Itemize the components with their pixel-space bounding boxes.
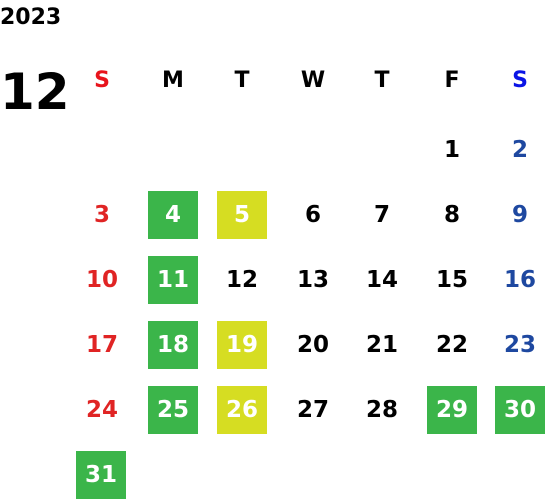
- day-cell: 13: [296, 267, 329, 293]
- month: 12: [0, 63, 70, 121]
- day-cell: 14: [365, 267, 398, 293]
- year: 2023: [0, 4, 62, 30]
- day-cell: 28: [365, 397, 398, 423]
- day-cell: 18: [148, 321, 198, 369]
- day-cell: 23: [503, 332, 536, 358]
- day-cell: 4: [148, 191, 198, 239]
- day-cell: 30: [495, 386, 545, 434]
- day-cell: 3: [93, 202, 110, 228]
- day-cell: 19: [217, 321, 267, 369]
- day-cell: 16: [503, 267, 536, 293]
- weekday-header: F: [444, 67, 460, 93]
- weekday-header: W: [300, 67, 326, 93]
- day-cell: 26: [217, 386, 267, 434]
- weekday-header: T: [374, 67, 390, 93]
- day-cell: 8: [443, 202, 460, 228]
- day-cell: 22: [435, 332, 468, 358]
- day-cell: 21: [365, 332, 398, 358]
- weekday-header: S: [94, 67, 110, 93]
- day-cell: 10: [85, 267, 118, 293]
- day-cell: 27: [296, 397, 329, 423]
- day-cell: 11: [148, 256, 198, 304]
- weekday-header: M: [162, 67, 184, 93]
- day-cell: 20: [296, 332, 329, 358]
- day-cell: 5: [217, 191, 267, 239]
- day-cell: 15: [435, 267, 468, 293]
- weekday-header: T: [234, 67, 250, 93]
- day-cell: 2: [511, 137, 528, 163]
- day-cell: 24: [85, 397, 118, 423]
- day-cell: 7: [373, 202, 390, 228]
- day-cell: 25: [148, 386, 198, 434]
- day-cell: 6: [304, 202, 321, 228]
- day-cell: 31: [76, 451, 126, 499]
- day-cell: 12: [225, 267, 258, 293]
- weekday-header: S: [512, 67, 528, 93]
- day-cell: 29: [427, 386, 477, 434]
- day-cell: 17: [85, 332, 118, 358]
- day-cell: 1: [443, 137, 460, 163]
- day-cell: 9: [511, 202, 528, 228]
